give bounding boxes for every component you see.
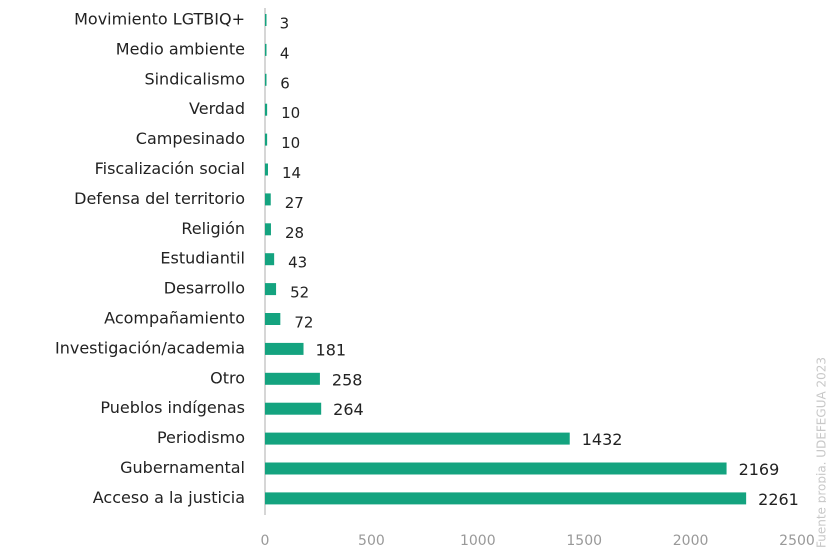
value-label: 28 [285, 224, 304, 242]
y-tick-label: Fiscalización social [95, 159, 245, 178]
bar [265, 73, 267, 86]
y-tick-label: Sindicalismo [144, 69, 245, 88]
value-label: 181 [316, 340, 347, 359]
value-label: 3 [280, 15, 290, 33]
x-tick-label: 2500 [779, 533, 815, 549]
bar [265, 402, 322, 415]
bar [265, 133, 268, 146]
bar [265, 163, 268, 176]
value-label: 14 [282, 164, 301, 182]
y-tick-label: Movimiento LGTBIQ+ [74, 10, 245, 29]
bar [265, 432, 570, 445]
y-tick-label: Pueblos indígenas [100, 398, 245, 417]
y-tick-label: Acceso a la justicia [93, 488, 245, 507]
bar [265, 14, 267, 26]
value-label: 1432 [582, 430, 623, 449]
bar [265, 223, 271, 236]
value-label: 72 [294, 314, 313, 332]
value-label: 264 [333, 400, 364, 419]
x-tick-label: 0 [261, 533, 270, 549]
bar [265, 492, 747, 505]
y-tick-label: Defensa del territorio [74, 189, 245, 208]
bar [265, 462, 727, 475]
y-tick-label: Otro [210, 368, 245, 387]
value-label: 258 [332, 370, 363, 389]
x-tick-label: 1000 [460, 533, 496, 549]
bar [265, 253, 275, 266]
value-label: 43 [288, 254, 307, 272]
bar [265, 313, 281, 325]
y-tick-label: Verdad [189, 99, 245, 118]
value-label: 4 [280, 44, 290, 62]
value-label: 27 [285, 194, 304, 212]
y-tick-label: Medio ambiente [116, 39, 245, 58]
bar [265, 372, 320, 385]
x-tick-label: 500 [358, 533, 385, 549]
value-label: 6 [280, 74, 290, 92]
value-label: 52 [290, 284, 309, 302]
y-tick-label: Investigación/academia [55, 338, 245, 357]
bar [265, 283, 277, 296]
y-tick-label: Gubernamental [120, 458, 245, 477]
y-tick-label: Religión [181, 219, 245, 238]
value-label: 10 [281, 134, 300, 152]
source-note: Fuente propia. UDEFEGUA 2023 [815, 357, 826, 548]
bar [265, 342, 304, 355]
bar [265, 43, 267, 56]
x-tick-label: 1500 [566, 533, 602, 549]
y-tick-label: Desarrollo [164, 279, 245, 298]
y-tick-label: Periodismo [157, 428, 245, 447]
value-label: 10 [281, 104, 300, 122]
bar [265, 193, 271, 206]
y-tick-label: Campesinado [136, 129, 245, 148]
bar [265, 103, 268, 116]
y-tick-label: Acompañamiento [104, 309, 245, 328]
value-label: 2261 [758, 490, 799, 509]
x-tick-label: 2000 [673, 533, 709, 549]
y-tick-label: Estudiantil [160, 249, 245, 268]
value-label: 2169 [739, 460, 780, 479]
